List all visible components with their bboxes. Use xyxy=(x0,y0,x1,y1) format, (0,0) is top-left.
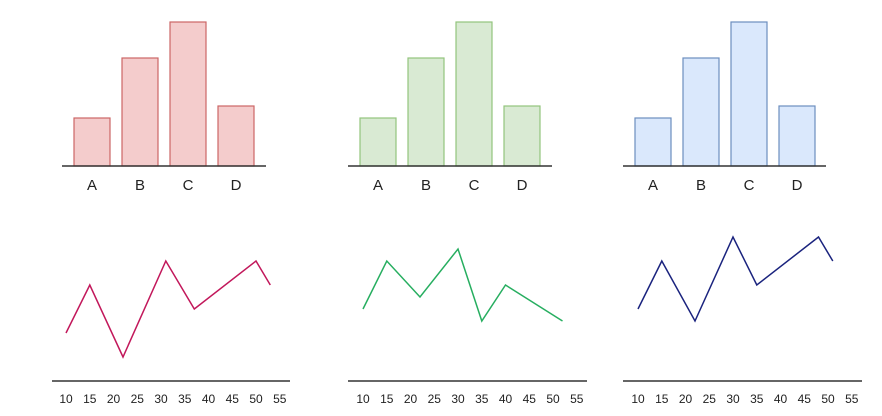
x-tick-label: D xyxy=(231,177,242,194)
series-line xyxy=(637,235,834,323)
x-tick-label: 50 xyxy=(546,392,560,406)
bar-b xyxy=(121,57,159,167)
bar-d xyxy=(503,105,541,167)
x-tick-label: 25 xyxy=(703,392,717,406)
x-tick-label: 40 xyxy=(774,392,788,406)
x-tick-label: 15 xyxy=(83,392,97,406)
series-line xyxy=(362,247,563,323)
x-tick-label: 50 xyxy=(249,392,263,406)
x-tick-label: 20 xyxy=(404,392,418,406)
x-tick-label: 35 xyxy=(178,392,192,406)
x-tick-label: 40 xyxy=(499,392,513,406)
bar-a xyxy=(634,117,672,167)
series-line xyxy=(65,259,271,359)
bar-b xyxy=(682,57,720,167)
x-tick-label: B xyxy=(421,177,431,194)
bar-c xyxy=(455,21,493,167)
x-tick-label: A xyxy=(87,177,97,194)
x-tick-label: 10 xyxy=(631,392,645,406)
x-tick-label: B xyxy=(696,177,706,194)
x-tick-label: 15 xyxy=(380,392,394,406)
x-tick-label: D xyxy=(792,177,803,194)
x-tick-label: C xyxy=(469,177,480,194)
x-tick-label: 10 xyxy=(356,392,370,406)
x-tick-label: 30 xyxy=(726,392,740,406)
x-tick-label: 50 xyxy=(821,392,835,406)
x-tick-label: D xyxy=(517,177,528,194)
x-tick-label: 20 xyxy=(107,392,121,406)
bar-b xyxy=(407,57,445,167)
bar-a xyxy=(73,117,111,167)
x-tick-label: 25 xyxy=(131,392,145,406)
x-tick-label: 35 xyxy=(475,392,489,406)
x-tick-label: 10 xyxy=(59,392,73,406)
bar-d xyxy=(778,105,816,167)
bar-a xyxy=(359,117,397,167)
x-tick-label: 55 xyxy=(570,392,584,406)
x-tick-label: 45 xyxy=(798,392,812,406)
bar-c xyxy=(169,21,207,167)
x-tick-label: A xyxy=(373,177,383,194)
x-tick-label: 45 xyxy=(523,392,537,406)
x-tick-label: C xyxy=(744,177,755,194)
x-tick-label: 35 xyxy=(750,392,764,406)
x-tick-label: 45 xyxy=(226,392,240,406)
x-tick-label: C xyxy=(183,177,194,194)
x-tick-label: 20 xyxy=(679,392,693,406)
bar-d xyxy=(217,105,255,167)
x-tick-label: 30 xyxy=(154,392,168,406)
x-tick-label: 55 xyxy=(845,392,859,406)
x-tick-label: 55 xyxy=(273,392,287,406)
bar-c xyxy=(730,21,768,167)
x-tick-label: 25 xyxy=(428,392,442,406)
x-tick-label: B xyxy=(135,177,145,194)
x-tick-label: 30 xyxy=(451,392,465,406)
x-tick-label: A xyxy=(648,177,658,194)
x-tick-label: 40 xyxy=(202,392,216,406)
x-tick-label: 15 xyxy=(655,392,669,406)
